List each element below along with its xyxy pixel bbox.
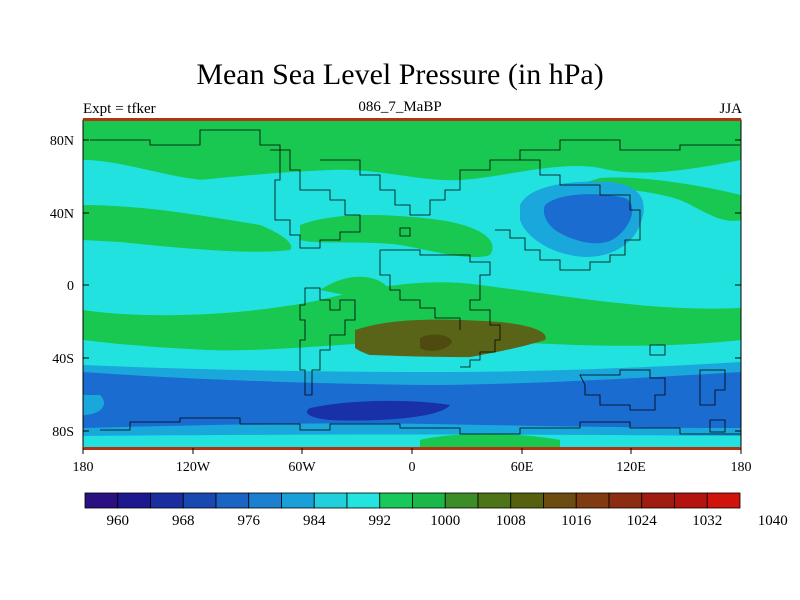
colorbar-swatch	[543, 492, 577, 509]
colorbar-label: 1032	[692, 513, 722, 529]
colorbar-swatch	[379, 492, 413, 509]
colorbar	[84, 492, 741, 509]
lon-label-120w: 120W	[176, 460, 211, 475]
field-south-high	[83, 282, 741, 351]
colorbar-swatch	[182, 492, 217, 509]
pressure-field	[83, 120, 741, 448]
colorbar-swatch	[313, 492, 348, 509]
lat-axis: 80N 40N 0 40S 80S	[50, 134, 741, 440]
colorbar-swatch	[674, 492, 708, 509]
colorbar-swatch	[641, 492, 675, 509]
experiment-label: Expt = tfker	[83, 101, 156, 117]
field-antarctic-high	[420, 434, 560, 448]
colorbar-label: 1040	[758, 513, 788, 529]
colorbar-swatch	[477, 492, 512, 509]
colorbar-swatch	[444, 492, 479, 509]
colorbar-swatch	[510, 492, 544, 509]
season-label: JJA	[719, 101, 742, 117]
lat-label-80s: 80S	[52, 425, 74, 440]
field-deep-low-1	[306, 400, 450, 421]
field-eurasia-high	[560, 177, 741, 221]
top-border-line	[83, 118, 741, 121]
colorbar-swatch	[412, 492, 446, 509]
field-samerica	[320, 276, 390, 300]
colorbar-label: 984	[303, 513, 326, 529]
field-south-high-core	[420, 334, 452, 351]
colorbar-label: 968	[172, 513, 195, 529]
colorbar-swatch	[575, 492, 610, 509]
lat-label-eq: 0	[67, 279, 74, 294]
field-antarctic-inner	[83, 434, 741, 448]
field-north-high	[83, 120, 741, 181]
colorbar-swatch	[281, 492, 315, 509]
field-deep-low-2	[83, 395, 104, 415]
period-label: 086_7_MaBP	[358, 99, 442, 115]
colorbar-label: 1024	[627, 513, 658, 529]
field-asia-low-inner	[543, 194, 633, 244]
lat-label-40s: 40S	[52, 352, 74, 367]
lon-label-60w: 60W	[288, 460, 316, 475]
colorbar-label: 976	[238, 513, 261, 529]
colorbar-swatch	[608, 492, 643, 509]
field-africa-north	[300, 215, 493, 258]
lat-label-40n: 40N	[50, 207, 74, 222]
colorbar-label: 1016	[561, 513, 592, 529]
colorbar-swatch	[346, 492, 381, 509]
colorbar-swatch	[706, 492, 741, 509]
lon-label-60e: 60E	[511, 460, 534, 475]
lon-label-120e: 120E	[616, 460, 646, 475]
colorbar-swatch	[215, 492, 250, 509]
colorbar-swatch	[248, 492, 282, 509]
colorbar-label: 992	[369, 513, 392, 529]
field-atlantic-high	[83, 205, 292, 252]
colorbar-label: 1008	[496, 513, 526, 529]
coastlines	[90, 129, 741, 435]
colorbar-swatch	[117, 492, 151, 509]
colorbar-labels: 960 968 976 984 992 1000 1008 1016 1024 1032 1040	[107, 513, 788, 529]
colorbar-label: 960	[107, 513, 130, 529]
colorbar-swatch	[84, 492, 119, 509]
lon-label-180e: 180	[731, 460, 752, 475]
lat-label-80n: 80N	[50, 134, 74, 149]
colorbar-swatch	[150, 492, 184, 509]
field-npac-low	[83, 160, 205, 198]
colorbar-label: 1000	[430, 513, 460, 529]
lon-axis: 180 120W 60W 0 60E 120E 180	[73, 448, 752, 475]
lon-label-180w: 180	[73, 460, 94, 475]
map-title: Mean Sea Level Pressure (in hPa)	[196, 58, 604, 91]
lon-label-0: 0	[409, 460, 416, 475]
